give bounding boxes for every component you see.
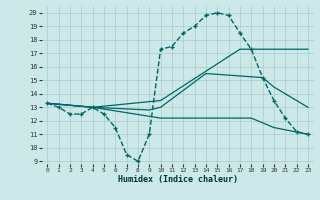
X-axis label: Humidex (Indice chaleur): Humidex (Indice chaleur) (118, 175, 237, 184)
